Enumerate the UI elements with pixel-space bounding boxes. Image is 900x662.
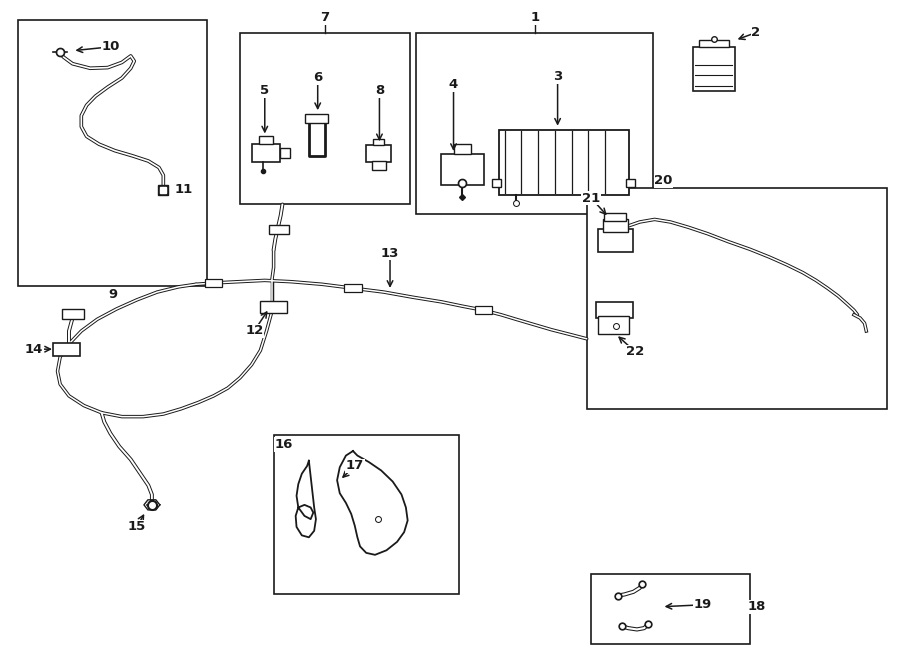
Text: 8: 8 [374, 85, 384, 97]
Bar [591, 574, 750, 643]
Text: 4: 4 [449, 78, 458, 91]
Bar [598, 316, 629, 334]
Bar [252, 144, 280, 162]
Text: 9: 9 [109, 288, 118, 301]
Text: 21: 21 [582, 191, 600, 205]
Bar [366, 146, 391, 162]
Text: 3: 3 [553, 70, 562, 83]
Text: 20: 20 [654, 174, 672, 187]
Text: 6: 6 [313, 71, 322, 85]
Bar [596, 302, 633, 318]
Text: 10: 10 [101, 40, 120, 54]
Text: 15: 15 [128, 520, 146, 534]
Text: 7: 7 [320, 11, 329, 24]
Bar [18, 20, 207, 285]
Bar [626, 179, 635, 187]
Bar [441, 154, 483, 185]
Bar [604, 219, 628, 232]
Bar [62, 309, 84, 319]
Text: 17: 17 [346, 459, 364, 473]
Text: 1: 1 [530, 11, 539, 24]
Bar [260, 301, 287, 313]
Text: 14: 14 [24, 343, 43, 355]
Bar [598, 229, 634, 252]
Bar [474, 307, 492, 314]
Text: 12: 12 [245, 324, 264, 338]
Text: 11: 11 [175, 183, 193, 196]
Text: 18: 18 [748, 600, 766, 613]
Bar [53, 343, 79, 355]
Text: 16: 16 [275, 438, 293, 451]
Text: 5: 5 [260, 85, 269, 97]
Bar [492, 179, 501, 187]
Bar [499, 130, 629, 195]
Bar [587, 188, 886, 409]
Bar [374, 139, 383, 146]
Bar [305, 114, 328, 123]
Bar [454, 144, 472, 154]
Bar [258, 136, 273, 144]
Bar [205, 279, 222, 287]
Bar [280, 148, 291, 158]
Bar [698, 40, 729, 47]
Text: 2: 2 [752, 26, 760, 39]
Bar [605, 213, 626, 220]
Text: 19: 19 [694, 598, 712, 611]
Bar [240, 32, 410, 205]
Text: 22: 22 [626, 346, 644, 358]
Bar [693, 47, 735, 91]
Text: 13: 13 [381, 247, 400, 260]
Bar [417, 32, 652, 214]
Bar [344, 284, 362, 292]
Bar [274, 435, 459, 594]
Bar [269, 224, 289, 234]
Bar [372, 161, 385, 170]
